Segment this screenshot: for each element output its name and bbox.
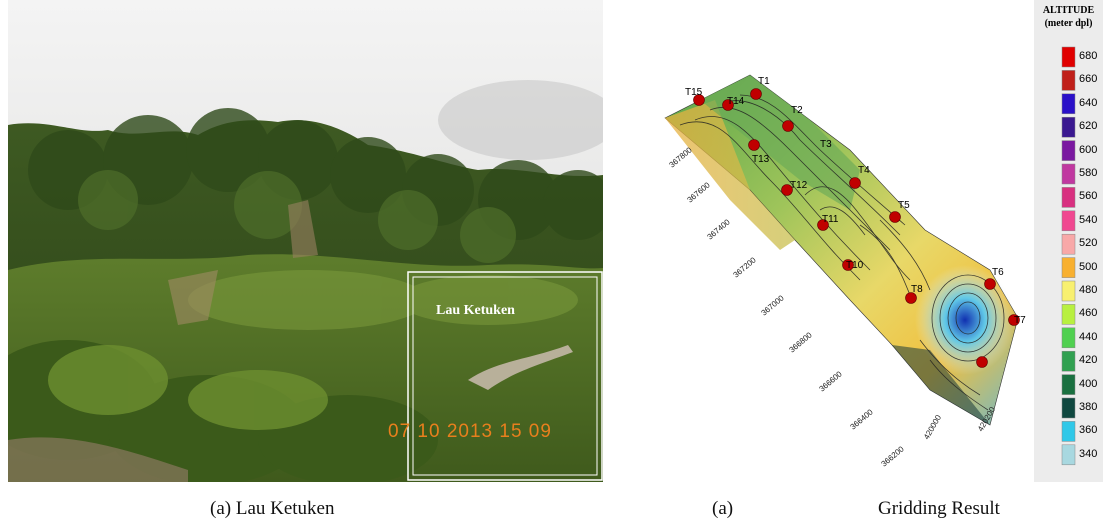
legend-swatch-660 <box>1061 70 1076 91</box>
legend-swatch-520 <box>1061 233 1076 255</box>
point-T6 <box>984 278 996 290</box>
legend-swatch-340 <box>1061 444 1076 466</box>
photo-scene <box>8 0 603 482</box>
point-T8 <box>905 292 917 304</box>
legend-label-560: 560 <box>1079 190 1098 203</box>
y-tick-2: 367400 <box>706 217 733 241</box>
label-T3: T3 <box>820 139 832 150</box>
label-T4: T4 <box>858 165 870 176</box>
point-T2 <box>782 120 794 132</box>
point-T11 <box>817 219 829 231</box>
legend-label-500: 500 <box>1079 260 1098 273</box>
legend-swatch-640 <box>1061 93 1076 115</box>
legend-label-440: 440 <box>1079 330 1098 343</box>
label-T13: T13 <box>752 154 770 165</box>
legend-label-680: 680 <box>1079 50 1098 62</box>
gridding-map: T1 T2 T3 T4 T5 T6 T7 T8 T10 T11 T12 T13 … <box>630 0 1035 482</box>
legend-label-420: 420 <box>1079 354 1098 367</box>
legend-swatch-620 <box>1061 116 1076 138</box>
point-extra <box>976 356 988 368</box>
label-T12: T12 <box>790 180 808 191</box>
legend-label-380: 380 <box>1079 401 1098 413</box>
legend-label-520: 520 <box>1079 237 1098 250</box>
map-caption: Gridding Result <box>878 498 1000 519</box>
label-T10: T10 <box>846 260 864 271</box>
legend-label-340: 340 <box>1079 447 1098 460</box>
legend-label-640: 640 <box>1079 96 1098 109</box>
legend-swatch-380 <box>1061 397 1076 419</box>
label-T11: T11 <box>822 214 839 225</box>
legend-label-360: 360 <box>1079 424 1098 437</box>
sample-points <box>693 88 1020 368</box>
legend-label-480: 480 <box>1079 284 1098 296</box>
y-tick-7: 366400 <box>849 407 876 431</box>
legend-label-600: 600 <box>1079 143 1098 156</box>
photo-timestamp: 07 10 2013 15 09 <box>388 421 552 442</box>
legend-label-540: 540 <box>1079 213 1098 226</box>
label-T15: T15 <box>685 87 703 98</box>
legend-swatch-500 <box>1061 257 1076 278</box>
surface-plot: T1 T2 T3 T4 T5 T6 T7 T8 T10 T11 T12 T13 … <box>664 74 1026 469</box>
map-caption-number: (a) <box>712 498 734 519</box>
legend-swatch-580 <box>1061 163 1076 185</box>
legend-label-460: 460 <box>1079 307 1098 320</box>
x-axis-ticks: 420000 420200 <box>922 405 997 441</box>
legend-label-400: 400 <box>1079 377 1098 390</box>
y-tick-4: 367000 <box>760 293 787 317</box>
y-tick-8: 366200 <box>880 444 907 468</box>
point-T4 <box>849 177 861 189</box>
point-T7 <box>1008 314 1020 326</box>
y-tick-0: 367800 <box>668 145 695 169</box>
legend-label-580: 580 <box>1079 167 1098 179</box>
point-T5 <box>889 211 901 223</box>
photo-caption: (a) Lau Ketuken <box>210 498 335 519</box>
legend-swatch-400 <box>1061 374 1076 395</box>
legend-swatch-600 <box>1061 140 1076 161</box>
location-label: Lau Ketuken <box>436 303 515 318</box>
legend-swatch-480 <box>1061 280 1076 302</box>
legend-swatch-460 <box>1061 304 1076 325</box>
point-T10 <box>842 259 854 271</box>
point-T12 <box>781 184 793 196</box>
altitude-legend: ALTITUDE (meter dpl) 680 660 640 620 600 580 5… <box>1034 0 1103 482</box>
legend-swatches <box>1061 46 1076 466</box>
y-tick-6: 366600 <box>818 369 845 393</box>
point-T15 <box>693 94 705 106</box>
legend-swatch-680 <box>1061 46 1076 68</box>
label-T6: T6 <box>992 267 1004 278</box>
point-T13 <box>748 139 760 151</box>
point-labels: T1 T2 T3 T4 T5 T6 T7 T8 T10 T11 T12 T13 … <box>685 76 1026 326</box>
label-T8: T8 <box>911 284 923 295</box>
label-T2: T2 <box>791 105 803 116</box>
legend-swatch-440 <box>1061 327 1076 349</box>
point-T1 <box>750 88 762 100</box>
x-tick-0: 420000 <box>922 413 943 441</box>
y-tick-1: 367600 <box>686 180 713 204</box>
y-tick-5: 366800 <box>788 330 815 354</box>
label-T7: T7 <box>1014 315 1026 326</box>
legend-label-660: 660 <box>1079 73 1098 86</box>
y-tick-3: 367200 <box>732 255 759 279</box>
legend-title: ALTITUDE <box>1042 5 1095 16</box>
legend-swatch-360 <box>1061 421 1076 442</box>
legend-unit: (meter dpl) <box>1044 18 1093 29</box>
legend-swatch-420 <box>1061 350 1076 372</box>
landscape-photo: Lau Ketuken 07 10 2013 15 09 <box>8 0 603 482</box>
point-T14 <box>722 99 734 111</box>
label-T1: T1 <box>758 76 770 87</box>
label-T14: T14 <box>727 96 745 107</box>
legend-label-620: 620 <box>1079 120 1098 133</box>
label-T5: T5 <box>898 200 910 211</box>
legend-swatch-540 <box>1061 210 1076 232</box>
legend-swatch-560 <box>1061 187 1076 208</box>
